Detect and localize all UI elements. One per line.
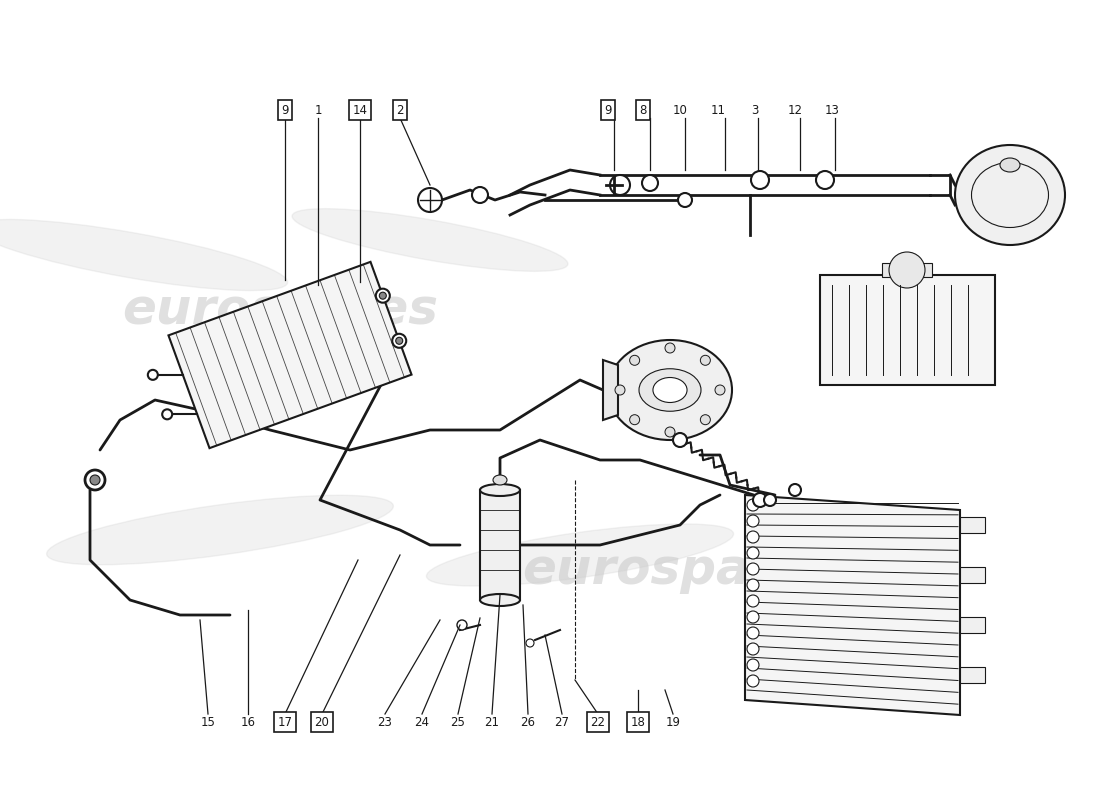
Circle shape	[396, 338, 403, 344]
Text: 20: 20	[315, 715, 329, 729]
Circle shape	[379, 292, 386, 299]
Bar	[960, 617, 984, 633]
Text: 12: 12	[788, 103, 803, 117]
Circle shape	[747, 627, 759, 639]
Circle shape	[666, 427, 675, 437]
Circle shape	[610, 175, 630, 195]
Text: 11: 11	[711, 103, 726, 117]
Circle shape	[747, 515, 759, 527]
Ellipse shape	[427, 524, 734, 586]
Circle shape	[701, 355, 711, 366]
Circle shape	[754, 493, 767, 507]
Circle shape	[615, 385, 625, 395]
Circle shape	[678, 193, 692, 207]
Circle shape	[816, 171, 834, 189]
Ellipse shape	[955, 145, 1065, 245]
Text: 26: 26	[520, 715, 536, 729]
Ellipse shape	[1000, 158, 1020, 172]
Ellipse shape	[293, 209, 568, 271]
Circle shape	[376, 289, 389, 302]
Circle shape	[673, 433, 688, 447]
Ellipse shape	[0, 219, 287, 290]
Circle shape	[747, 563, 759, 575]
Circle shape	[747, 611, 759, 623]
Circle shape	[526, 639, 534, 647]
Circle shape	[747, 579, 759, 591]
Ellipse shape	[493, 475, 507, 485]
Circle shape	[701, 414, 711, 425]
Text: 16: 16	[241, 715, 255, 729]
Circle shape	[747, 547, 759, 559]
Circle shape	[747, 595, 759, 607]
Bar	[960, 567, 984, 583]
Text: 25: 25	[451, 715, 465, 729]
Circle shape	[764, 494, 776, 506]
Text: eurospares: eurospares	[522, 546, 838, 594]
Circle shape	[715, 385, 725, 395]
Circle shape	[747, 499, 759, 511]
Circle shape	[642, 175, 658, 191]
Text: 9: 9	[604, 103, 612, 117]
Circle shape	[147, 370, 157, 380]
Text: 1: 1	[315, 103, 321, 117]
Text: 10: 10	[672, 103, 688, 117]
Text: 27: 27	[554, 715, 570, 729]
Text: 17: 17	[277, 715, 293, 729]
Circle shape	[747, 675, 759, 687]
Ellipse shape	[653, 378, 688, 402]
Ellipse shape	[480, 594, 520, 606]
Circle shape	[629, 414, 639, 425]
Text: 18: 18	[630, 715, 646, 729]
Text: eurospares: eurospares	[122, 286, 438, 334]
Text: 21: 21	[484, 715, 499, 729]
Polygon shape	[745, 495, 960, 715]
Text: 22: 22	[591, 715, 605, 729]
Ellipse shape	[639, 369, 701, 411]
Circle shape	[162, 410, 173, 419]
Text: 19: 19	[666, 715, 681, 729]
Circle shape	[393, 334, 406, 348]
Circle shape	[747, 531, 759, 543]
Text: 24: 24	[415, 715, 429, 729]
Text: 2: 2	[396, 103, 404, 117]
Ellipse shape	[971, 162, 1048, 227]
Bar	[960, 517, 984, 533]
Circle shape	[751, 171, 769, 189]
Circle shape	[418, 188, 442, 212]
Circle shape	[85, 470, 104, 490]
Circle shape	[472, 187, 488, 203]
Bar	[960, 667, 984, 683]
Circle shape	[747, 659, 759, 671]
Text: 8: 8	[639, 103, 647, 117]
Text: 9: 9	[282, 103, 288, 117]
Circle shape	[666, 343, 675, 353]
Bar	[882, 263, 932, 277]
Text: 15: 15	[200, 715, 216, 729]
Text: 13: 13	[825, 103, 839, 117]
Polygon shape	[603, 360, 618, 420]
Ellipse shape	[608, 340, 732, 440]
Polygon shape	[168, 262, 411, 448]
Text: 14: 14	[352, 103, 367, 117]
Text: 23: 23	[377, 715, 393, 729]
Circle shape	[629, 355, 639, 366]
Ellipse shape	[46, 495, 394, 565]
Ellipse shape	[480, 484, 520, 496]
Text: 3: 3	[751, 103, 759, 117]
Circle shape	[889, 252, 925, 288]
Bar	[480, 490, 520, 600]
Circle shape	[90, 475, 100, 485]
Circle shape	[789, 484, 801, 496]
Circle shape	[456, 620, 468, 630]
Circle shape	[747, 643, 759, 655]
Bar	[820, 275, 996, 385]
